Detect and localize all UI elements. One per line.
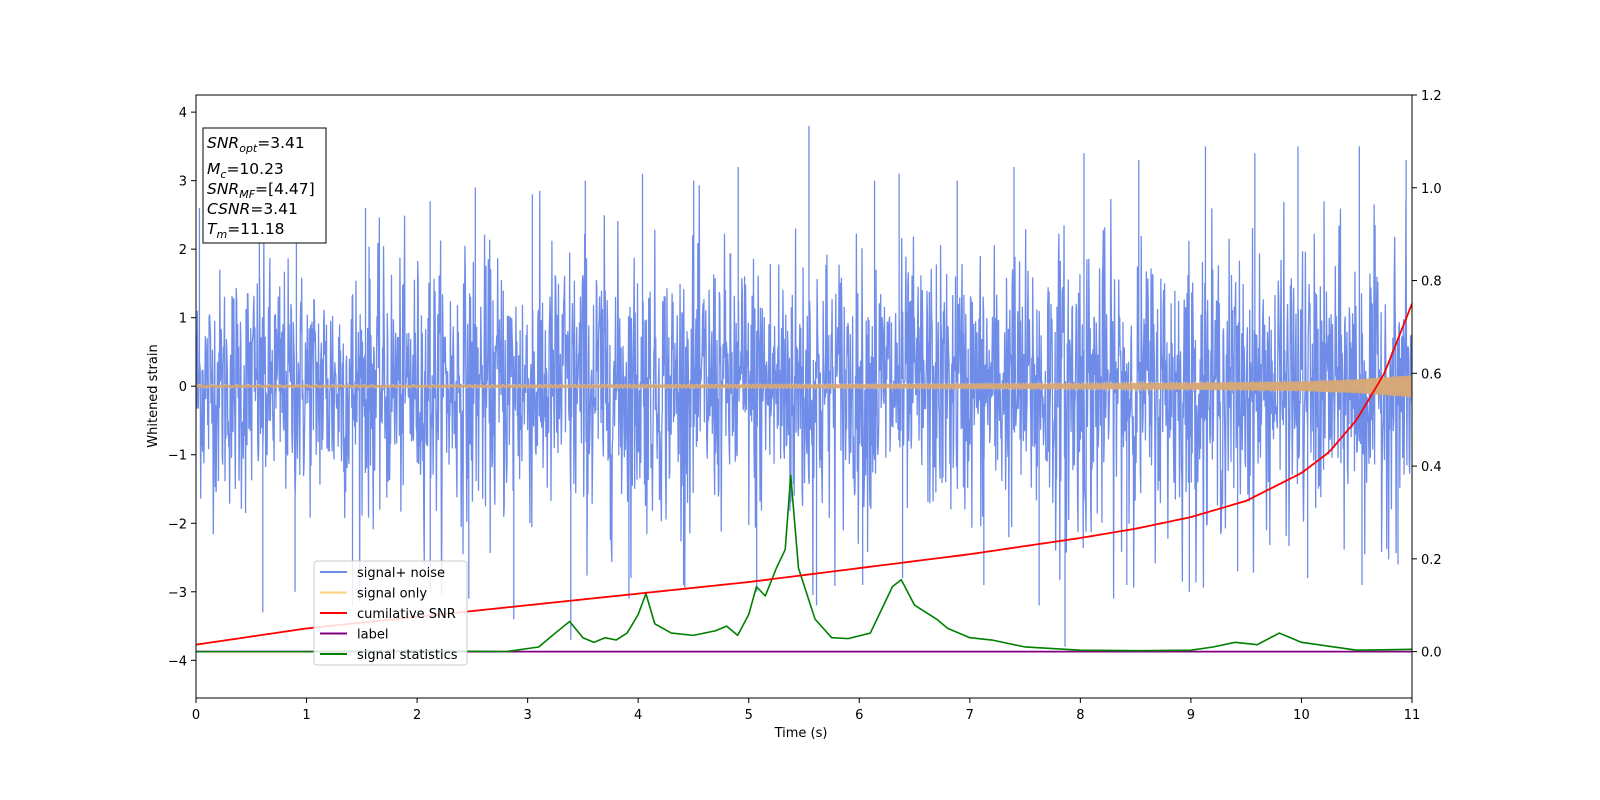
legend-label: signal+ noise [357,566,445,581]
y2-tick-label: 1.0 [1421,182,1442,197]
annotation-frame [202,127,327,244]
annotation-lines: SNRopt=3.41Mc=10.23SNRMF=[4.47]CSNR=3.41… [207,134,315,241]
annotation-value: =11.18 [227,220,284,238]
y-tick-label: −1 [168,449,187,464]
x-tick-label: 9 [1187,708,1195,723]
annotation-line: Mc=10.23 [207,160,284,181]
legend-items: signal+ noise signal only cumilative SNR la… [320,566,458,663]
x-tick-label: 4 [634,708,642,723]
annotation-variable: CSNR [207,200,250,218]
annotation-value: =3.41 [257,134,305,152]
y-tick-label: 1 [179,312,187,327]
y2-tick-label: 0.6 [1421,367,1442,382]
x-tick-label: 11 [1404,708,1421,723]
x-tick-label: 5 [745,708,753,723]
x-axis-label: Time (s) [774,726,828,741]
y-tick-label: −2 [168,517,187,532]
series-signal-noise [196,125,1412,647]
y-axis-left: 4 3 2 1 0 −1 −2 −3 −4 [168,106,196,669]
annotation-line: SNRMF=[4.47] [207,180,315,201]
plot-frame [195,94,1413,699]
annotation-subscript: c [220,168,226,181]
x-tick-label: 3 [523,708,531,723]
x-tick-label: 6 [855,708,863,723]
y-tick-label: −4 [168,654,187,669]
x-tick-label: 1 [302,708,310,723]
series-signal-statistics [196,474,1412,653]
series-signal-only-band [196,375,1412,398]
legend-label: signal only [357,587,427,602]
y2-tick-label: 0.4 [1421,460,1442,475]
annotation-value: =[4.47] [255,180,315,198]
y2-tick-label: 0.0 [1421,646,1442,661]
x-axis: 0 1 2 3 4 5 6 7 8 9 10 11 [192,698,1420,723]
annotation-variable: T [207,220,218,238]
y-axis-label: Whitened strain [146,344,161,447]
annotation-variable: SNR [207,134,239,152]
annotation-value: =3.41 [250,200,298,218]
x-tick-label: 10 [1293,708,1310,723]
legend: signal+ noise signal only cumilative SNR la… [313,560,468,666]
legend-label: signal statistics [357,648,458,663]
annotation-line: Tm=11.18 [207,220,285,241]
y2-tick-label: 0.8 [1421,275,1442,290]
y2-tick-label: 0.2 [1421,553,1442,568]
annotation-subscript: opt [239,142,258,155]
y-tick-label: 2 [179,243,187,258]
annotation-box: SNRopt=3.41Mc=10.23SNRMF=[4.47]CSNR=3.41… [202,127,327,244]
annotation-variable: SNR [207,180,239,198]
x-tick-label: 2 [413,708,421,723]
y-axis-right: 1.2 1.0 0.8 0.6 0.4 0.2 0.0 [1412,89,1442,661]
annotation-variable: M [207,160,220,178]
x-tick-label: 7 [966,708,974,723]
x-tick-label: 8 [1076,708,1084,723]
y-tick-label: 3 [179,175,187,190]
annotation-subscript: MF [239,188,255,201]
legend-frame [313,560,468,666]
annotation-subscript: m [216,228,227,241]
annotation-line: SNRopt=3.41 [207,134,305,155]
y-tick-label: 4 [179,106,187,121]
annotation-line: CSNR=3.41 [207,200,298,218]
legend-label: cumilative SNR [357,607,456,622]
annotation-value: =10.23 [226,160,283,178]
y-tick-label: 0 [179,380,187,395]
y-tick-label: −3 [168,586,187,601]
legend-label: label [357,628,388,643]
y2-tick-label: 1.2 [1421,89,1442,104]
x-tick-label: 0 [192,708,200,723]
